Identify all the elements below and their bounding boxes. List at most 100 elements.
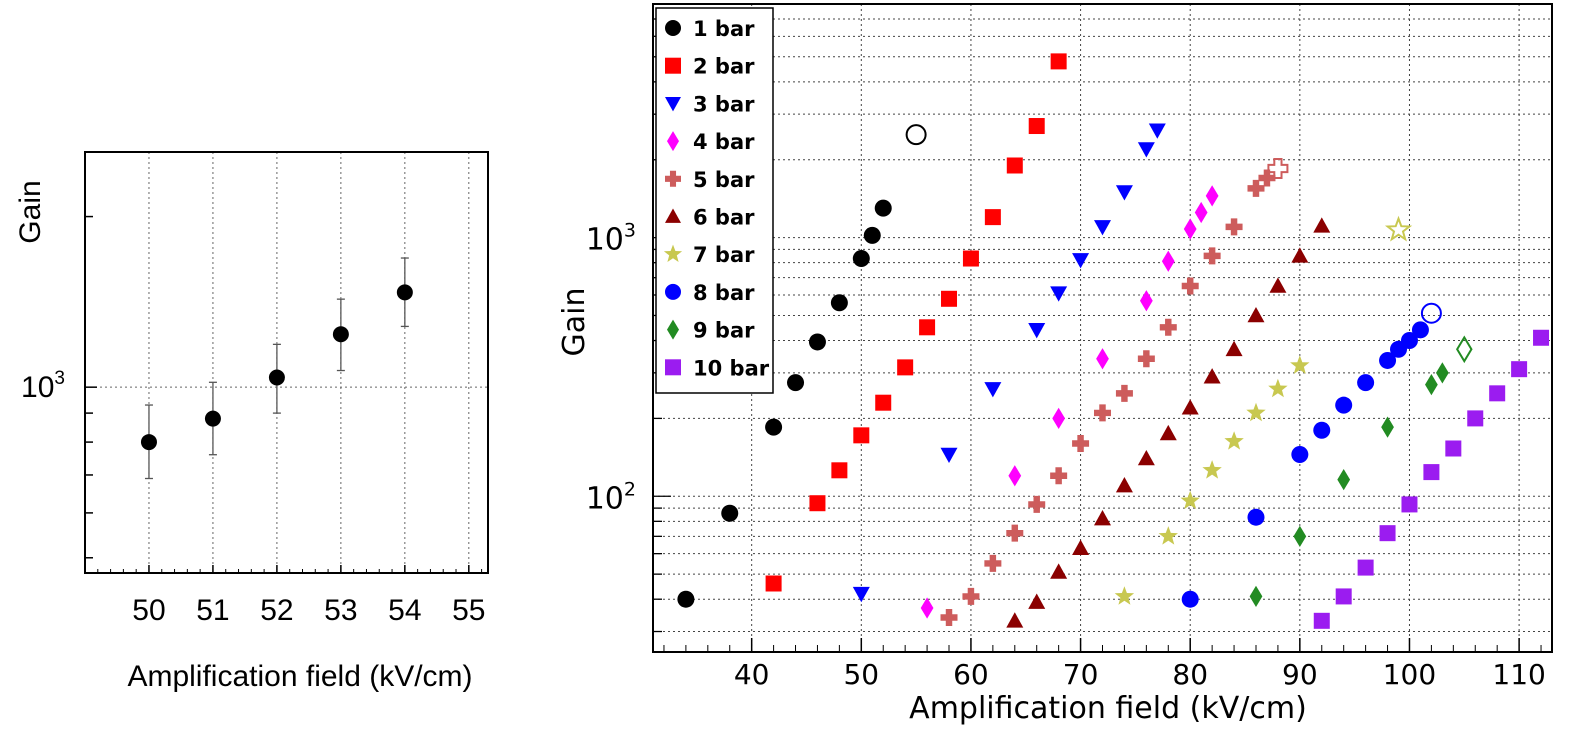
- data-point: [1290, 355, 1310, 374]
- data-point: [1411, 321, 1429, 339]
- data-point: [1258, 169, 1276, 187]
- series-3-bar: [852, 123, 1166, 603]
- left-x-tick-label: 53: [324, 594, 357, 627]
- data-point: [941, 290, 958, 307]
- data-point: [809, 495, 826, 512]
- data-point: [1379, 351, 1397, 369]
- left-x-tick-label: 54: [388, 594, 421, 627]
- data-point: [1006, 524, 1024, 542]
- data-point: [1115, 477, 1133, 493]
- left-data-point: [268, 369, 285, 386]
- data-point: [1137, 142, 1155, 158]
- data-point: [1139, 290, 1153, 312]
- legend-entry-label: 5 bar: [693, 168, 755, 192]
- data-point: [1158, 526, 1178, 545]
- right-x-tick-label: 40: [734, 658, 770, 691]
- series-10-bar: [1313, 329, 1550, 629]
- open-data-point: [905, 124, 927, 146]
- data-point: [1249, 585, 1263, 608]
- data-point: [831, 462, 848, 479]
- data-point: [1225, 218, 1243, 236]
- legend-entry-label: 1 bar: [693, 17, 755, 41]
- legend-marker: [663, 244, 683, 262]
- data-point: [1052, 407, 1066, 430]
- legend-marker: [665, 97, 681, 112]
- data-point: [1028, 593, 1046, 609]
- right-ticks: 40 50 60 70 80 90 100 110 102 103: [586, 18, 1546, 691]
- data-point: [1115, 384, 1133, 402]
- left-y-tick-label: 103: [21, 368, 65, 404]
- data-point: [1247, 179, 1265, 197]
- data-point: [1094, 510, 1111, 526]
- data-point: [1247, 306, 1265, 323]
- open-data-point: [1456, 335, 1473, 364]
- legend-entry-label: 9 bar: [693, 319, 755, 343]
- data-point: [1114, 586, 1135, 605]
- data-point: [787, 374, 805, 392]
- legend-entry-label: 4 bar: [693, 130, 755, 154]
- data-point: [1161, 250, 1175, 272]
- left-data-points: [140, 257, 413, 480]
- data-point: [984, 554, 1002, 572]
- data-point: [1072, 253, 1090, 269]
- data-point: [1379, 525, 1396, 542]
- data-point: [852, 586, 870, 603]
- left-chart: 50 51 52 53 54 55 103 Gain Amplification field…: [14, 151, 489, 693]
- data-point: [1401, 496, 1418, 513]
- series-9-bar: [1249, 335, 1473, 608]
- left-x-tick-label: 50: [132, 594, 165, 627]
- data-point: [1381, 416, 1394, 438]
- right-legend: 1 bar 2 bar 3 bar 4 bar 5 bar 6 bar 7 bar 8 bar…: [655, 7, 774, 394]
- data-point: [1269, 277, 1287, 293]
- right-x-tick-label: 50: [843, 658, 879, 691]
- data-point: [830, 294, 848, 312]
- data-point: [1313, 612, 1330, 629]
- data-point: [1006, 612, 1024, 628]
- data-point: [853, 427, 870, 444]
- data-point: [808, 333, 826, 351]
- legend-marker: [665, 359, 681, 376]
- legend-marker: [665, 283, 681, 300]
- open-data-point: [1420, 302, 1442, 324]
- data-point: [1072, 539, 1090, 555]
- data-point: [721, 504, 739, 522]
- data-point: [1291, 446, 1309, 464]
- left-ticks: 50 51 52 53 54 55 103: [21, 215, 485, 627]
- right-x-axis-label: Amplification field (kV/cm): [909, 691, 1307, 726]
- data-point: [1203, 368, 1221, 384]
- left-data-point: [204, 410, 221, 427]
- right-x-tick-label: 80: [1172, 658, 1208, 691]
- data-point: [1224, 431, 1244, 450]
- data-point: [1094, 220, 1111, 236]
- data-point: [1467, 410, 1484, 427]
- data-point: [1268, 378, 1288, 398]
- data-point: [1511, 361, 1528, 378]
- series-7-bar: [1114, 215, 1413, 605]
- data-point: [1180, 490, 1200, 510]
- legend-entry-label: 8 bar: [693, 281, 755, 305]
- right-y-tick-label: 103: [586, 220, 636, 258]
- data-point: [1050, 563, 1068, 579]
- left-data-point: [332, 326, 349, 343]
- right-x-tick-label: 100: [1383, 658, 1436, 691]
- data-point: [1357, 559, 1374, 576]
- data-point: [1194, 201, 1208, 224]
- data-point: [1533, 329, 1550, 346]
- right-y-axis-label: Gain: [557, 288, 592, 357]
- data-point: [1159, 424, 1177, 441]
- data-point: [1072, 434, 1090, 452]
- data-point: [1115, 185, 1133, 201]
- data-point: [852, 250, 870, 268]
- data-point: [1400, 332, 1418, 350]
- data-point: [1225, 340, 1243, 357]
- data-point: [919, 319, 936, 336]
- data-point: [874, 199, 892, 217]
- data-point: [1293, 525, 1307, 547]
- series-2-bar: [765, 53, 1067, 592]
- open-data-point: [1384, 215, 1413, 242]
- legend-entry-label: 10 bar: [693, 356, 770, 380]
- data-point: [1246, 402, 1266, 422]
- data-point: [1096, 348, 1109, 370]
- series-8-bar: [1181, 302, 1442, 608]
- data-point: [1050, 53, 1067, 70]
